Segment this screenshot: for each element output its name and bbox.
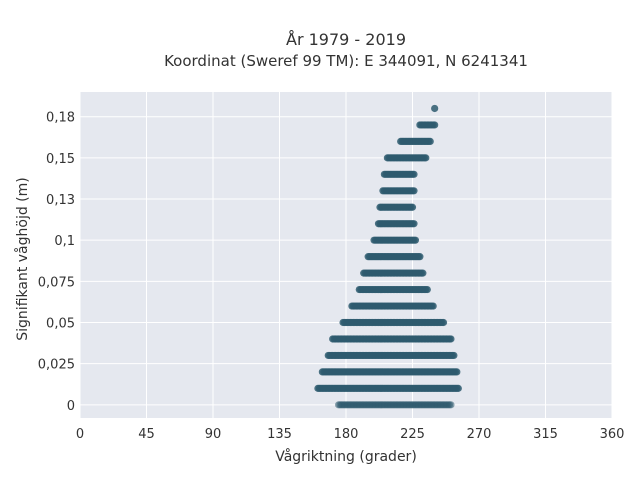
y-tick-label: 0,18 [46, 111, 75, 126]
data-point [431, 104, 439, 113]
data-point [411, 236, 420, 244]
y-tick-label: 0,075 [38, 275, 75, 290]
x-tick-label: 0 [76, 427, 84, 442]
data-point-row [397, 137, 434, 145]
data-point-row [383, 154, 430, 162]
data-point-row [318, 368, 461, 376]
y-tick-label: 0,13 [46, 193, 75, 208]
data-point [454, 384, 462, 392]
data-point-row [324, 351, 458, 360]
data-points [314, 104, 462, 409]
x-tick-label: 225 [400, 427, 425, 442]
y-tick-label: 0,1 [54, 234, 75, 249]
y-tick-label: 0 [67, 399, 75, 414]
x-tick-label: 135 [267, 427, 292, 442]
data-point-row [431, 104, 439, 113]
x-tick-label: 180 [334, 427, 359, 442]
x-tick-labels: 0 45 90 135 180 225 270 315 360 [76, 427, 625, 442]
data-point [423, 285, 431, 294]
data-point-row [339, 318, 448, 327]
data-point [429, 302, 437, 310]
data-point [447, 335, 455, 343]
data-point [410, 220, 418, 228]
data-point-row [380, 170, 418, 178]
data-point [447, 401, 455, 409]
y-tick-label: 0,15 [46, 152, 75, 167]
data-point [410, 187, 418, 195]
data-point [453, 368, 461, 376]
data-point-row [335, 401, 455, 409]
data-point [422, 154, 430, 162]
data-point-row [314, 384, 462, 392]
chart-title-line-2: Koordinat (Sweref 99 TM): E 344091, N 62… [164, 52, 528, 70]
x-tick-label: 270 [467, 427, 492, 442]
data-point [439, 318, 448, 327]
x-tick-label: 90 [205, 427, 222, 442]
y-tick-labels: 0 0,025 0,05 0,075 0,1 0,13 0,15 0,18 [38, 111, 75, 414]
data-point [408, 203, 417, 211]
data-point-row [348, 302, 437, 310]
data-point-row [329, 335, 455, 343]
x-tick-label: 315 [533, 427, 558, 442]
x-axis-label: Vågriktning (grader) [275, 448, 417, 465]
data-point [410, 170, 418, 178]
data-point-row [355, 285, 431, 294]
data-point-row [364, 253, 424, 261]
data-point-row [370, 236, 420, 244]
data-point [419, 269, 427, 277]
y-tick-label: 0,025 [38, 358, 75, 373]
y-tick-label: 0,05 [46, 317, 75, 332]
data-point-row [360, 269, 427, 277]
data-point [416, 253, 424, 261]
x-tick-label: 45 [138, 427, 155, 442]
data-point-row [416, 121, 439, 129]
data-point [431, 121, 439, 129]
data-point-row [376, 203, 417, 211]
data-point-row [379, 187, 418, 195]
data-point [426, 137, 434, 145]
data-point-row [374, 220, 418, 228]
chart-title-line-1: År 1979 - 2019 [286, 30, 406, 49]
y-axis-label: Signifikant våghöjd (m) [14, 177, 31, 340]
x-tick-label: 360 [600, 427, 625, 442]
data-point [450, 351, 458, 360]
